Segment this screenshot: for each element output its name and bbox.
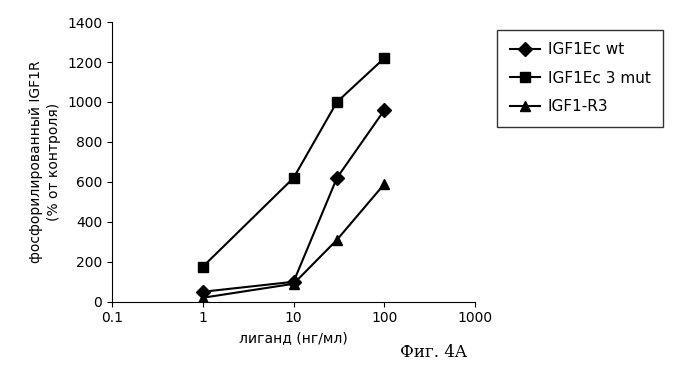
IGF1-R3 bbox=[380, 182, 389, 186]
Line: IGF1Ec wt: IGF1Ec wt bbox=[198, 105, 389, 297]
Text: Фиг. 4A: Фиг. 4A bbox=[400, 344, 467, 361]
IGF1Ec wt bbox=[380, 108, 389, 112]
Line: IGF1Ec 3 mut: IGF1Ec 3 mut bbox=[198, 53, 389, 272]
IGF1Ec wt bbox=[199, 290, 207, 294]
IGF1Ec 3 mut bbox=[289, 176, 298, 180]
IGF1Ec 3 mut bbox=[380, 56, 389, 60]
IGF1-R3 bbox=[333, 238, 341, 242]
IGF1Ec wt bbox=[333, 176, 341, 180]
X-axis label: лиганд (нг/мл): лиганд (нг/мл) bbox=[239, 331, 348, 345]
IGF1-R3 bbox=[289, 282, 298, 286]
Legend: IGF1Ec wt, IGF1Ec 3 mut, IGF1-R3: IGF1Ec wt, IGF1Ec 3 mut, IGF1-R3 bbox=[498, 30, 663, 127]
IGF1-R3 bbox=[199, 296, 207, 300]
IGF1Ec 3 mut bbox=[333, 100, 341, 104]
Line: IGF1-R3: IGF1-R3 bbox=[198, 179, 389, 302]
Y-axis label: фосфорилированный IGF1R
(% от контроля): фосфорилированный IGF1R (% от контроля) bbox=[29, 61, 62, 263]
IGF1Ec 3 mut bbox=[199, 265, 207, 269]
IGF1Ec wt bbox=[289, 280, 298, 284]
